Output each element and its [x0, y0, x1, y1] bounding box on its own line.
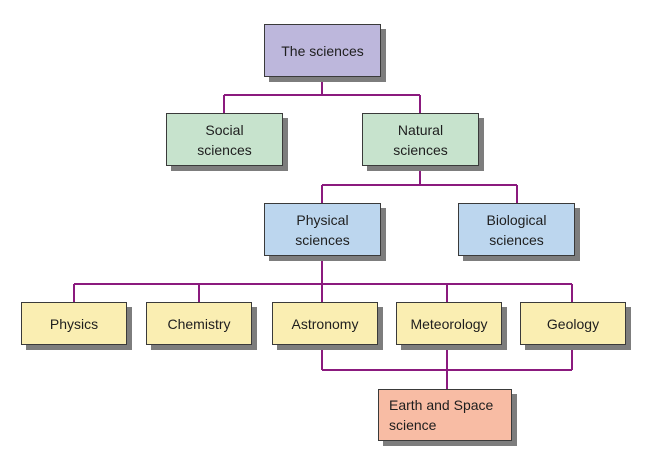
node-earth-and-space-science: Earth and Space science	[378, 389, 512, 441]
node-biological-sciences: Biological sciences	[458, 203, 575, 256]
node-natural-sciences-label: Natural sciences	[393, 121, 448, 158]
node-physics-label: Physics	[49, 315, 99, 332]
node-chemistry: Chemistry	[146, 302, 252, 345]
node-physical-sciences-label: Physical sciences	[295, 211, 350, 248]
connector-physical-branch	[73, 256, 573, 302]
node-the-sciences: The sciences	[264, 24, 381, 77]
node-meteorology: Meteorology	[396, 302, 502, 345]
connector-root-branch	[223, 77, 421, 113]
node-natural-sciences: Natural sciences	[362, 113, 479, 166]
node-physics: Physics	[21, 302, 127, 345]
node-geology: Geology	[520, 302, 626, 345]
node-chemistry-label: Chemistry	[167, 315, 231, 332]
connector-earth-space-branch	[321, 345, 573, 389]
node-meteorology-label: Meteorology	[410, 315, 488, 332]
node-astronomy-label: Astronomy	[291, 315, 359, 332]
node-physical-sciences: Physical sciences	[264, 203, 381, 256]
node-geology-label: Geology	[546, 315, 600, 332]
node-earth-and-space-science-label: Earth and Space science	[389, 397, 494, 433]
node-social-sciences: Social sciences	[166, 113, 283, 166]
node-astronomy: Astronomy	[272, 302, 378, 345]
node-the-sciences-label: The sciences	[281, 42, 364, 59]
node-social-sciences-label: Social sciences	[197, 121, 252, 158]
connector-natural-branch	[321, 166, 518, 203]
node-biological-sciences-label: Biological sciences	[486, 211, 547, 248]
